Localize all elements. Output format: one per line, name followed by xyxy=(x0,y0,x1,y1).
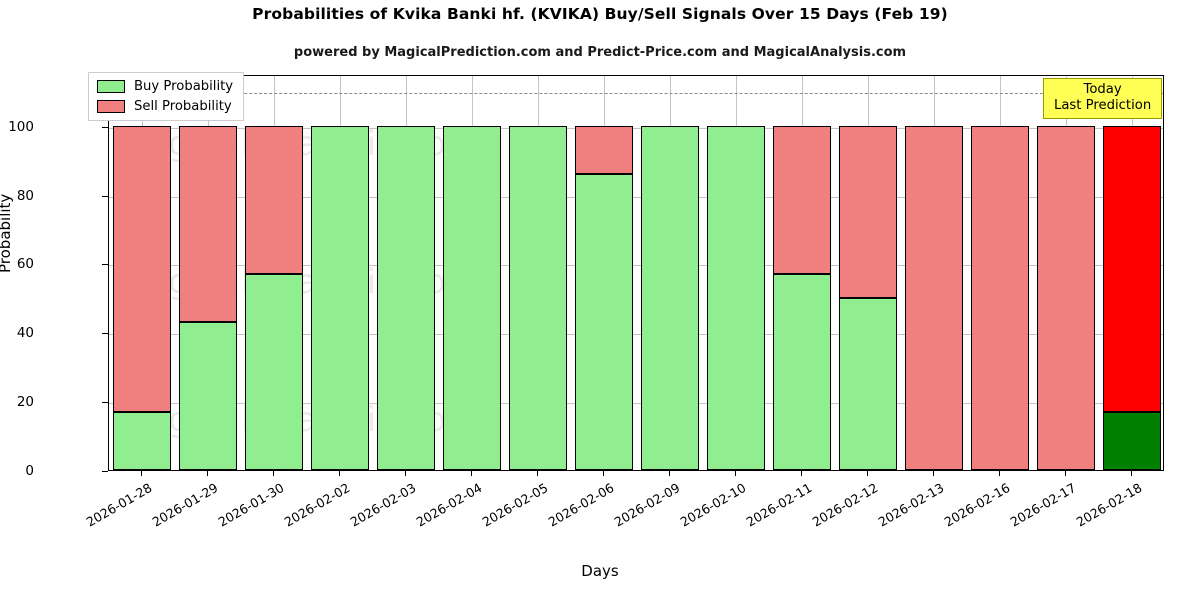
bar-segment-sell xyxy=(244,125,304,274)
bar-2026-02-02[interactable] xyxy=(310,76,370,470)
legend-swatch-sell-icon xyxy=(97,100,125,113)
legend-item-buy: Buy Probability xyxy=(97,79,233,94)
x-axis-tick-mark xyxy=(273,471,275,476)
x-axis-tick-mark xyxy=(867,471,869,476)
x-axis-tick-mark xyxy=(933,471,935,476)
bar-segment-buy xyxy=(376,125,436,470)
today-annotation-line2: Last Prediction xyxy=(1054,98,1152,114)
bar-segment-buy xyxy=(838,297,898,470)
bar-segment-buy xyxy=(508,125,568,470)
x-axis-tick-mark xyxy=(735,471,737,476)
plot-inner: MagicalAnalysis.com MagicalAnalysis.com … xyxy=(109,76,1163,470)
bar-2026-02-10[interactable] xyxy=(706,76,766,470)
chart-title: Probabilities of Kvika Banki hf. (KVIKA)… xyxy=(252,5,948,23)
bar-2026-02-13[interactable] xyxy=(904,76,964,470)
x-axis-tick-mark xyxy=(1131,471,1133,476)
y-axis-tick-mark xyxy=(102,333,108,335)
bar-segment-buy xyxy=(706,125,766,470)
bar-2026-02-03[interactable] xyxy=(376,76,436,470)
grid-line-horizontal xyxy=(109,334,1163,336)
y-axis-tick-label: 0 xyxy=(25,463,34,479)
y-axis-tick-label: 100 xyxy=(8,118,34,135)
bar-segment-buy xyxy=(574,173,634,470)
y-axis-tick-label: 60 xyxy=(16,256,34,273)
x-axis-tick-mark xyxy=(603,471,605,476)
bar-segment-sell xyxy=(970,125,1030,470)
bar-segment-buy xyxy=(310,125,370,470)
bar-segment-buy xyxy=(772,273,832,470)
legend-label-sell: Sell Probability xyxy=(134,99,232,114)
grid-line-horizontal xyxy=(109,196,1163,198)
bar-2026-02-17[interactable] xyxy=(1036,76,1096,470)
bar-segment-sell xyxy=(574,125,634,174)
bar-segment-sell xyxy=(772,125,832,274)
bar-segment-buy xyxy=(244,273,304,470)
x-axis-tick-mark xyxy=(1065,471,1067,476)
bar-2026-01-28[interactable] xyxy=(112,76,172,470)
today-annotation: Today Last Prediction xyxy=(1043,78,1163,120)
bar-segment-sell xyxy=(178,125,238,322)
bar-2026-02-05[interactable] xyxy=(508,76,568,470)
grid-line-horizontal xyxy=(109,127,1163,129)
bar-segment-buy xyxy=(442,125,502,470)
bar-2026-02-12[interactable] xyxy=(838,76,898,470)
y-axis-tick-label: 80 xyxy=(16,187,34,204)
x-axis-tick-mark xyxy=(471,471,473,476)
bar-2026-02-09[interactable] xyxy=(640,76,700,470)
y-axis-tick-mark xyxy=(102,126,108,128)
legend-swatch-buy-icon xyxy=(97,80,125,93)
grid-line-horizontal xyxy=(109,265,1163,267)
bar-segment-sell xyxy=(1036,125,1096,470)
y-axis-tick-mark xyxy=(102,471,108,473)
x-axis-tick-mark xyxy=(405,471,407,476)
bar-segment-sell xyxy=(838,125,898,298)
bar-2026-01-29[interactable] xyxy=(178,76,238,470)
x-axis-tick-mark xyxy=(141,471,143,476)
bar-segment-sell xyxy=(112,125,172,413)
bar-segment-buy xyxy=(112,412,172,470)
x-axis-label: Days xyxy=(581,562,619,580)
bar-2026-02-06[interactable] xyxy=(574,76,634,470)
x-axis-tick-mark xyxy=(801,471,803,476)
bar-segment-sell xyxy=(904,125,964,470)
legend-item-sell: Sell Probability xyxy=(97,99,233,114)
bar-2026-02-11[interactable] xyxy=(772,76,832,470)
chart-legend: Buy Probability Sell Probability xyxy=(88,72,245,121)
legend-label-buy: Buy Probability xyxy=(134,79,234,94)
x-axis-tick-mark xyxy=(537,471,539,476)
y-axis-tick-mark xyxy=(102,195,108,197)
y-axis-tick-label: 40 xyxy=(16,325,34,342)
bar-2026-02-18[interactable] xyxy=(1102,76,1162,470)
x-axis-tick-mark xyxy=(339,471,341,476)
bar-2026-02-04[interactable] xyxy=(442,76,502,470)
x-axis-tick-mark xyxy=(999,471,1001,476)
bar-2026-02-16[interactable] xyxy=(970,76,1030,470)
bar-2026-01-30[interactable] xyxy=(244,76,304,470)
reference-line xyxy=(109,93,1163,95)
bar-segment-sell xyxy=(1102,125,1162,413)
y-axis-tick-label: 20 xyxy=(16,394,34,411)
chart-subtitle: powered by MagicalPrediction.com and Pre… xyxy=(293,45,907,60)
x-axis-tick-mark xyxy=(207,471,209,476)
y-axis-tick-mark xyxy=(102,264,108,266)
plot-area: MagicalAnalysis.com MagicalAnalysis.com … xyxy=(108,75,1164,471)
grid-line-horizontal xyxy=(109,403,1163,405)
bar-segment-buy xyxy=(1102,412,1162,470)
x-axis-tick-label: 2026-01-28 xyxy=(83,480,155,530)
today-annotation-line1: Today xyxy=(1083,82,1122,97)
bar-segment-buy xyxy=(640,125,700,470)
x-axis-tick-mark xyxy=(669,471,671,476)
y-axis-tick-mark xyxy=(102,402,108,404)
bar-segment-buy xyxy=(178,321,238,470)
